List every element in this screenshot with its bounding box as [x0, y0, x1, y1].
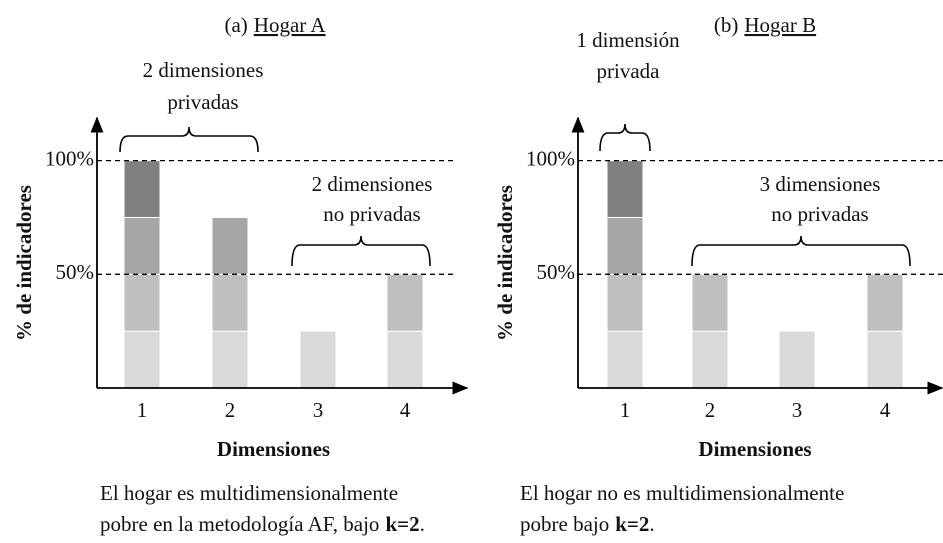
x-axis-label: Dimensiones: [698, 437, 811, 461]
bar-segment: [123, 160, 161, 218]
y-tick-label: 50%: [537, 260, 576, 284]
bar-segment: [866, 273, 904, 332]
x-tick-label: 1: [137, 398, 148, 422]
annotation-text: 1 dimensión: [576, 28, 680, 52]
annotation-text: no privadas: [771, 202, 868, 226]
bar-segment: [606, 330, 644, 389]
x-tick-label: 2: [225, 398, 236, 422]
caption-text: pobre bajo: [520, 512, 609, 536]
y-tick-label: 100%: [45, 146, 94, 170]
brace: [691, 235, 911, 267]
bar-segment: [606, 273, 644, 332]
panel-label: (a): [224, 13, 247, 37]
bar-segment: [606, 216, 644, 275]
annotation-text: 3 dimensiones: [760, 172, 881, 196]
x-tick-label: 2: [705, 398, 716, 422]
annotation-text: 2 dimensiones: [143, 58, 264, 82]
bar-segment: [211, 216, 249, 275]
bar-segment: [123, 216, 161, 275]
bar-segment: [123, 273, 161, 332]
x-tick-label: 1: [620, 398, 631, 422]
bar-segment: [386, 330, 424, 389]
caption-line: El hogar es multidimensionalmente: [100, 481, 398, 505]
brace: [119, 126, 259, 153]
x-axis-label: Dimensiones: [217, 437, 330, 461]
brace: [291, 235, 431, 267]
bar-segment: [778, 330, 816, 389]
caption-end: .: [420, 512, 425, 536]
y-axis-label: % de indicadores: [493, 185, 517, 341]
caption-bold: k=2: [385, 512, 419, 536]
bar-segment: [386, 273, 424, 332]
caption-end: .: [649, 512, 654, 536]
caption-line: El hogar no es multidimensionalmente: [520, 481, 844, 505]
chart-title: (b) Hogar B: [714, 13, 816, 37]
bar-segment: [866, 330, 904, 389]
brace: [599, 123, 651, 152]
bar-segment: [606, 160, 644, 218]
bar-segment: [211, 273, 249, 332]
bar-segment: [299, 330, 337, 389]
annotation-text: privada: [597, 59, 661, 83]
bar-segment: [211, 330, 249, 389]
annotation-text: 2 dimensiones: [312, 172, 433, 196]
caption-text: pobre en la metodología AF, bajo: [100, 512, 379, 536]
y-tick-label: 100%: [526, 146, 575, 170]
annotation-text: no privadas: [323, 202, 420, 226]
x-tick-label: 4: [400, 398, 411, 422]
caption-line: pobre bajo k=2.: [520, 512, 655, 536]
caption-line: pobre en la metodología AF, bajo k=2.: [100, 512, 425, 536]
title-text: Hogar A: [254, 13, 327, 37]
annotation-text: privadas: [167, 90, 238, 114]
x-tick-label: 3: [313, 398, 324, 422]
panel-label: (b): [714, 13, 739, 37]
x-tick-label: 3: [792, 398, 803, 422]
bar-segment: [123, 330, 161, 389]
chart-title: (a) Hogar A: [224, 13, 326, 37]
y-tick-label: 50%: [56, 260, 95, 284]
y-axis-label: % de indicadores: [12, 185, 36, 341]
title-text: Hogar B: [744, 13, 816, 37]
bar-segment: [691, 330, 729, 389]
caption-bold: k=2: [615, 512, 649, 536]
x-tick-label: 4: [880, 398, 891, 422]
bar-segment: [691, 273, 729, 332]
